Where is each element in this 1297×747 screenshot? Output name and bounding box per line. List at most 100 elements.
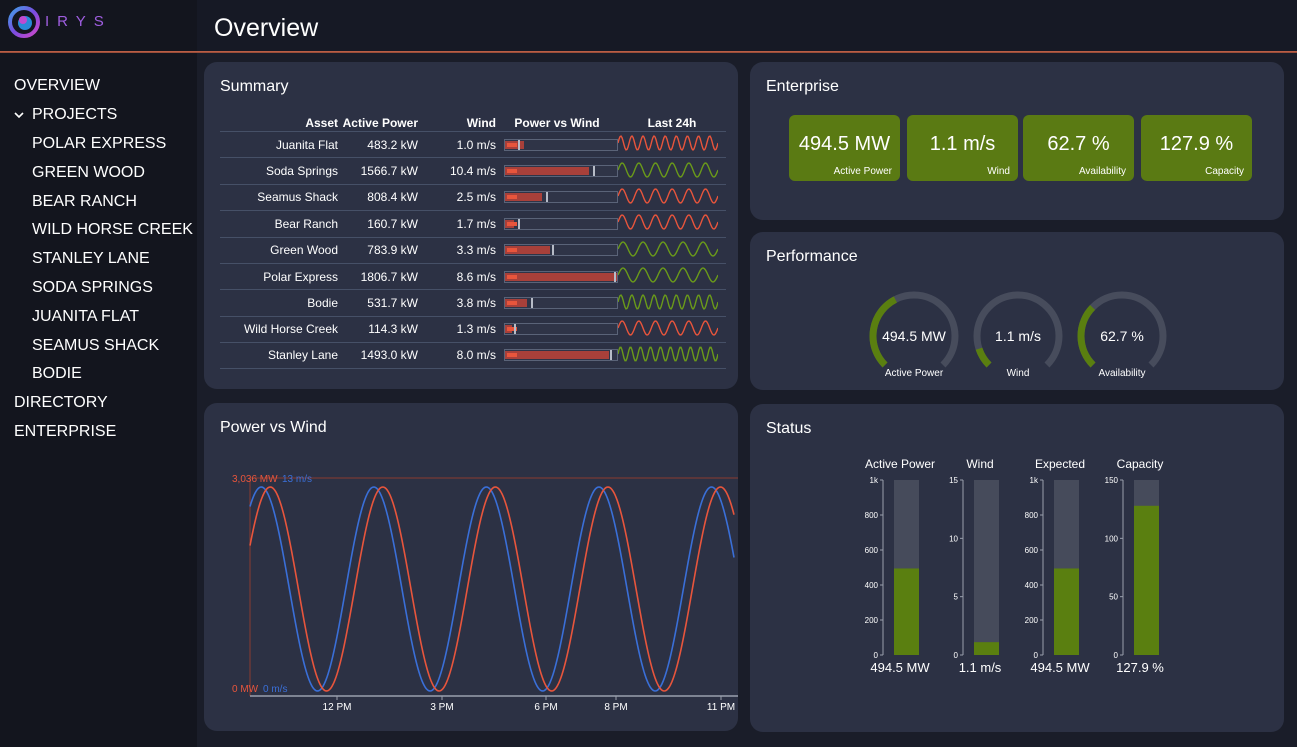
power-vs-wind-fill-accent <box>507 169 517 174</box>
power-vs-wind-bar <box>504 349 618 362</box>
status-value-label: 494.5 MW <box>870 660 930 675</box>
nav-project-seamus-shack[interactable]: SEAMUS SHACK <box>32 336 160 354</box>
status-bar-fill[interactable] <box>1054 568 1079 655</box>
summary-title: Summary <box>220 78 289 95</box>
cell-wind: 1.7 m/s <box>456 216 496 231</box>
kpi-wind[interactable]: 1.1 m/s Wind <box>907 115 1018 181</box>
status-category-label: Active Power <box>865 457 935 471</box>
kpi-availability[interactable]: 62.7 % Availability <box>1023 115 1134 181</box>
gauge-value: 494.5 MW <box>882 328 947 344</box>
power-vs-wind-fill <box>505 299 527 308</box>
power-vs-wind-bar <box>504 138 618 151</box>
sparkline-line <box>617 241 719 257</box>
nav-project-soda-springs[interactable]: SODA SPRINGS <box>32 278 153 296</box>
nav-project-wild-horse-creek[interactable]: WILD HORSE CREEK <box>32 221 193 239</box>
power-vs-wind-bar <box>504 191 618 204</box>
sparkline-line <box>617 346 719 362</box>
power-vs-wind-bar <box>504 244 618 257</box>
nav-project-polar-express[interactable]: POLAR EXPRESS <box>32 134 167 152</box>
kpi-active-power-label: Active Power <box>833 166 892 177</box>
kpi-capacity[interactable]: 127.9 % Capacity <box>1141 115 1252 181</box>
x-tick-label: 8 PM <box>604 702 627 713</box>
status-y-tick-label: 200 <box>865 616 879 625</box>
brand-name: IRYS <box>45 13 112 30</box>
wind-series-line <box>249 486 735 692</box>
nav-project-juanita-flat[interactable]: JUANITA FLAT <box>32 307 139 325</box>
nav-enterprise[interactable]: ENTERPRISE <box>14 422 117 440</box>
nav-project-bear-ranch[interactable]: BEAR RANCH <box>32 192 137 210</box>
summary-row[interactable]: Soda Springs 1566.7 kW 10.4 m/s <box>220 157 726 183</box>
summary-row[interactable]: Bodie 531.7 kW 3.8 m/s <box>220 289 726 315</box>
nav-project-bodie[interactable]: BODIE <box>32 365 82 383</box>
gauge-wind-label: Wind <box>1006 368 1030 379</box>
header-divider <box>0 51 1297 53</box>
cell-wind: 1.0 m/s <box>456 137 496 152</box>
nav-projects[interactable]: PROJECTS <box>0 101 197 130</box>
cell-asset: Green Wood <box>270 243 338 258</box>
status-bar-track <box>974 480 999 655</box>
status-value-label: 127.9 % <box>1116 660 1164 675</box>
summary-row[interactable]: Bear Ranch 160.7 kW 1.7 m/s <box>220 210 726 236</box>
sparkline-line <box>617 188 719 204</box>
summary-row[interactable]: Stanley Lane 1493.0 kW 8.0 m/s <box>220 342 726 369</box>
gauge-value: 62.7 % <box>1100 328 1144 344</box>
cell-asset: Seamus Shack <box>257 190 338 205</box>
status-panel: Status Active Power 0 200 400 600 800 1k 494.5 … <box>750 404 1284 732</box>
power-max-label: 3,036 MW <box>232 474 278 485</box>
cell-asset: Polar Express <box>263 269 338 284</box>
cell-asset: Soda Springs <box>265 164 338 179</box>
summary-row[interactable]: Juanita Flat 483.2 kW 1.0 m/s <box>220 131 726 157</box>
x-tick-label: 12 PM <box>323 702 352 713</box>
nav-directory[interactable]: DIRECTORY <box>14 394 108 412</box>
cell-last-24h <box>610 292 726 315</box>
power-vs-wind-bar <box>504 323 618 336</box>
summary-row[interactable]: Green Wood 783.9 kW 3.3 m/s <box>220 236 726 263</box>
status-y-tick-label: 0 <box>954 651 959 660</box>
power-vs-wind-fill <box>505 140 524 149</box>
cell-active-power: 483.2 kW <box>367 137 418 152</box>
brand-logo[interactable] <box>8 6 118 40</box>
kpi-active-power[interactable]: 494.5 MW Active Power <box>789 115 900 181</box>
cell-asset: Bear Ranch <box>274 216 338 231</box>
cell-power-vs-wind <box>496 297 618 310</box>
gauge-active-power-label: Active Power <box>884 368 944 379</box>
performance-panel: Performance 494.5 MW Active Power 1.1 m/… <box>750 232 1284 390</box>
summary-row[interactable]: Seamus Shack 808.4 kW 2.5 m/s <box>220 183 726 210</box>
cell-last-24h <box>610 212 726 235</box>
col-wind[interactable]: Wind <box>466 116 496 130</box>
gauge-wind: 1.1 m/s <box>973 291 1063 368</box>
nav-overview[interactable]: OVERVIEW <box>14 77 100 95</box>
status-bar-fill[interactable] <box>974 642 999 655</box>
status-value-label: 1.1 m/s <box>959 660 1002 675</box>
sparkline-line <box>617 214 719 231</box>
status-y-tick-label: 1k <box>870 476 879 485</box>
nav-project-green-wood[interactable]: GREEN WOOD <box>32 163 145 181</box>
power-vs-wind-chart[interactable]: 3,036 MW 13 m/s 0 MW 0 m/s 12 PM 3 PM 6 PM 8 PM… <box>204 403 738 731</box>
status-title: Status <box>766 420 812 437</box>
status-bar-fill[interactable] <box>894 568 919 655</box>
cell-last-24h <box>610 186 726 209</box>
summary-row[interactable]: Polar Express 1806.7 kW 8.6 m/s <box>220 262 726 289</box>
sparkline-line <box>617 135 719 152</box>
kpi-wind-value: 1.1 m/s <box>929 133 996 155</box>
col-last-24h[interactable]: Last 24h <box>647 116 697 130</box>
power-vs-wind-fill-accent <box>507 301 517 306</box>
power-vs-wind-marker <box>610 350 612 361</box>
sparkline <box>617 135 719 152</box>
status-y-tick-label: 0 <box>1034 651 1039 660</box>
cell-power-vs-wind <box>496 217 618 230</box>
cell-power-vs-wind <box>496 138 618 151</box>
kpi-availability-label: Availability <box>1078 166 1126 177</box>
cell-last-24h <box>610 344 726 367</box>
status-bar-fill[interactable] <box>1134 505 1159 655</box>
sparkline-line <box>617 161 719 178</box>
col-asset[interactable]: Asset <box>305 116 338 130</box>
summary-row[interactable]: Wild Horse Creek 114.3 kW 1.3 m/s <box>220 315 726 342</box>
status-value-label: 494.5 MW <box>1030 660 1090 675</box>
col-active-power[interactable]: Active Power <box>342 116 418 130</box>
status-y-tick-label: 800 <box>865 511 879 520</box>
sparkline <box>617 267 719 283</box>
cell-wind: 3.3 m/s <box>456 243 496 258</box>
col-power-vs-wind[interactable]: Power vs Wind <box>514 116 600 130</box>
nav-project-stanley-lane[interactable]: STANLEY LANE <box>32 250 150 268</box>
